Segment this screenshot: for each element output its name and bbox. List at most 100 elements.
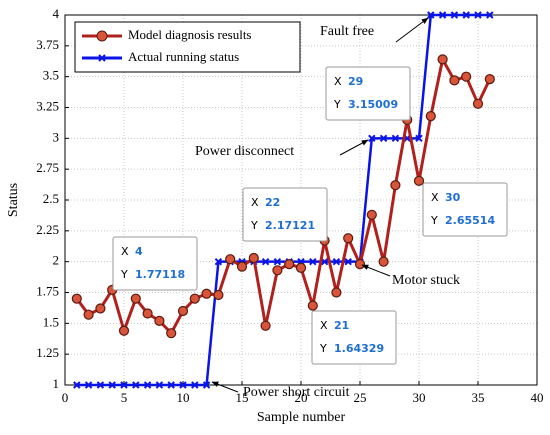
x-tick-label: 5 (121, 390, 128, 405)
marker (425, 111, 436, 122)
y-tick-label: 2.75 (36, 160, 59, 175)
x-tick-label: 35 (472, 390, 485, 405)
y-tick-label: 1 (53, 376, 60, 391)
datatip-box (242, 187, 328, 242)
x-tick-label: 15 (236, 390, 249, 405)
y-tick-label: 3 (53, 129, 60, 144)
marker (248, 252, 259, 264)
marker (214, 257, 223, 266)
marker (344, 257, 352, 266)
marker (260, 320, 271, 331)
datatip-label: Y (430, 214, 438, 227)
marker (309, 257, 317, 266)
marker (167, 381, 175, 389)
annotation-arrow (395, 17, 429, 43)
x-tick-label: 25 (354, 390, 367, 405)
marker (379, 134, 388, 143)
legend-marker (98, 54, 106, 62)
datatip-label: Y (319, 342, 327, 355)
marker (331, 287, 342, 298)
annotation: Fault free (320, 24, 374, 39)
marker (449, 75, 460, 86)
marker (284, 259, 295, 270)
marker (213, 289, 224, 301)
annotation: Power short circuit (243, 385, 350, 400)
y-tick-label: 4 (53, 6, 60, 21)
legend-label: Model diagnosis results (128, 27, 252, 42)
marker (366, 209, 377, 220)
y-tick-label: 3.25 (36, 98, 59, 113)
marker (390, 180, 401, 191)
datatip-value: 3.15009 (348, 98, 398, 111)
marker (177, 305, 189, 317)
datatip-value: 2.65514 (445, 214, 495, 227)
marker (166, 328, 177, 339)
marker (272, 265, 283, 276)
marker (461, 71, 472, 82)
marker (71, 293, 82, 304)
marker (154, 315, 165, 326)
datatip-value: 4 (135, 245, 143, 258)
datatip-label: X (334, 75, 342, 88)
annotation-arrow (339, 139, 369, 156)
marker (84, 381, 93, 389)
plot-frame (64, 14, 538, 386)
datatip-value: 29 (348, 75, 363, 88)
datatip-box (325, 66, 411, 121)
datatip-value: 1.64329 (334, 342, 384, 355)
x-tick-label: 20 (295, 390, 308, 405)
marker (307, 300, 318, 311)
datatip-box (311, 310, 397, 365)
marker (427, 11, 435, 19)
y-tick-label: 1.75 (36, 283, 59, 298)
marker (202, 381, 211, 389)
marker (413, 175, 425, 186)
datatip-label: X (431, 191, 439, 204)
marker (438, 11, 447, 19)
marker (142, 308, 153, 319)
y-tick-label: 2 (53, 253, 60, 268)
marker (108, 381, 116, 389)
datatip-value: 2.17121 (265, 219, 315, 232)
datatip-label: X (251, 196, 259, 209)
datatip-label: Y (120, 268, 128, 281)
series-line (76, 13, 490, 387)
datatip-value: 21 (334, 319, 349, 332)
marker (472, 98, 484, 109)
marker (486, 11, 494, 19)
marker (354, 259, 366, 270)
x-axis-label: Sample number (257, 410, 346, 425)
annotation: Motor stuck (392, 273, 460, 288)
y-tick-label: 1.25 (36, 345, 59, 360)
y-tick-label: 3.5 (43, 68, 59, 83)
marker (415, 134, 423, 143)
marker (437, 54, 448, 65)
marker (273, 257, 282, 266)
legend-box (74, 21, 301, 73)
marker (236, 261, 248, 272)
datatip-label: Y (250, 219, 258, 232)
datatip-label: Y (333, 98, 341, 111)
x-tick-label: 40 (531, 390, 544, 405)
marker (295, 262, 307, 273)
marker (83, 309, 94, 320)
x-tick-label: 30 (413, 390, 426, 405)
marker (95, 303, 106, 314)
datatip-box (112, 236, 198, 291)
annotation: Power disconnect (195, 144, 294, 159)
legend-marker (96, 30, 108, 42)
marker (462, 11, 470, 19)
marker (132, 381, 140, 389)
marker (484, 74, 495, 85)
datatip-label: X (121, 245, 129, 258)
marker (201, 288, 212, 299)
marker (120, 381, 128, 389)
y-tick-label: 1.5 (43, 314, 59, 329)
marker (191, 381, 199, 389)
marker (450, 11, 459, 19)
y-tick-label: 2.5 (43, 191, 59, 206)
datatip-value: 1.77118 (135, 268, 185, 281)
marker (155, 381, 164, 389)
marker (189, 293, 200, 304)
